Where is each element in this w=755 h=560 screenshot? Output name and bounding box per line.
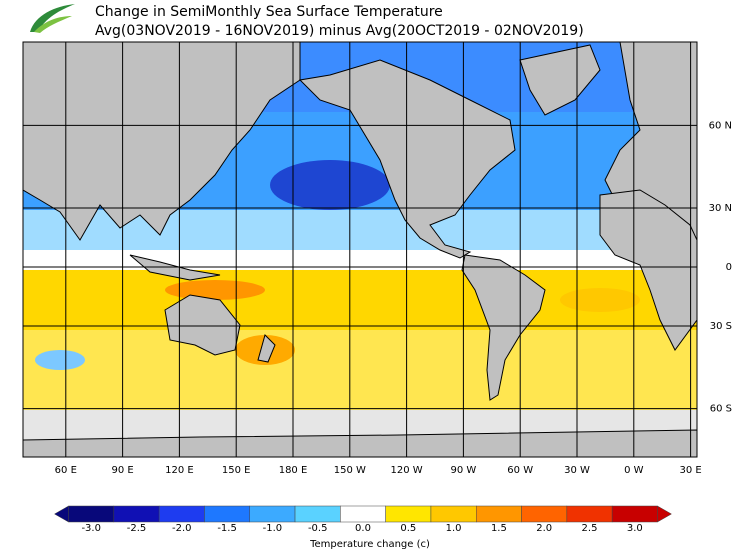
colorbar-tick-label: -2.0 [172, 523, 192, 534]
colorbar-end [657, 505, 672, 523]
color-bin [204, 505, 250, 523]
subtitle: Avg(03NOV2019 - 16NOV2019) minus Avg(20O… [95, 23, 584, 39]
color-bin [158, 505, 205, 523]
colorbar-tick-label: 0.0 [355, 523, 371, 534]
colorbar-tick-label: 0.5 [400, 523, 416, 534]
lon-label: 90 E [111, 465, 133, 476]
lon-label: 150 W [334, 465, 366, 476]
lat-label: 0 [726, 262, 732, 273]
colorbar-label: Temperature change (c) [309, 539, 430, 550]
colorbar: -3.0 -2.5 -2.0 -1.5 -1.0 -0.5 0.0 0.5 1.0 1.5 2.0 2… [54, 505, 672, 534]
colorbar-tick-label: -3.0 [81, 523, 101, 534]
color-bin [294, 505, 341, 523]
lon-label: 180 E [279, 465, 308, 476]
color-bin [566, 505, 613, 523]
lon-label: 60 E [55, 465, 77, 476]
title: Change in SemiMonthly Sea Surface Temper… [95, 4, 443, 20]
color-bin [521, 505, 568, 523]
map-frame [22, 41, 698, 458]
colorbar-tick-label: 1.0 [446, 523, 462, 534]
lat-label: 30 N [709, 203, 732, 214]
colorbar-tick-label: 1.5 [491, 523, 507, 534]
color-bin [430, 505, 477, 523]
lon-label: 120 W [391, 465, 423, 476]
lat-label: 60 N [709, 120, 732, 131]
lon-label: 90 W [451, 465, 477, 476]
color-bin [249, 505, 296, 523]
lat-label: 30 S [710, 321, 732, 332]
color-bin [385, 505, 432, 523]
colorbar-tick-label: 2.0 [536, 523, 552, 534]
color-bin [476, 505, 522, 523]
color-bin [113, 505, 160, 523]
logo [30, 4, 75, 33]
colorbar-tick-label: 2.5 [582, 523, 598, 534]
lon-label: 150 E [222, 465, 251, 476]
lon-label: 120 E [165, 465, 194, 476]
lon-label: 0 W [624, 465, 644, 476]
map [23, 42, 697, 457]
colorbar-tick-label: -1.5 [217, 523, 237, 534]
graticule [23, 42, 697, 457]
colorbar-tick-label: -0.5 [308, 523, 328, 534]
colorbar-end [54, 505, 69, 523]
colorbar-tick-label: -1.0 [263, 523, 283, 534]
colorbar-tick-label: -2.5 [127, 523, 147, 534]
color-bin [611, 505, 658, 523]
lon-label: 30 E [679, 465, 701, 476]
color-bin [68, 505, 115, 523]
lon-label: 60 W [507, 465, 533, 476]
lat-label: 60 S [710, 404, 732, 415]
lon-label: 30 W [564, 465, 590, 476]
color-bin [340, 505, 386, 523]
colorbar-tick-label: 3.0 [627, 523, 643, 534]
